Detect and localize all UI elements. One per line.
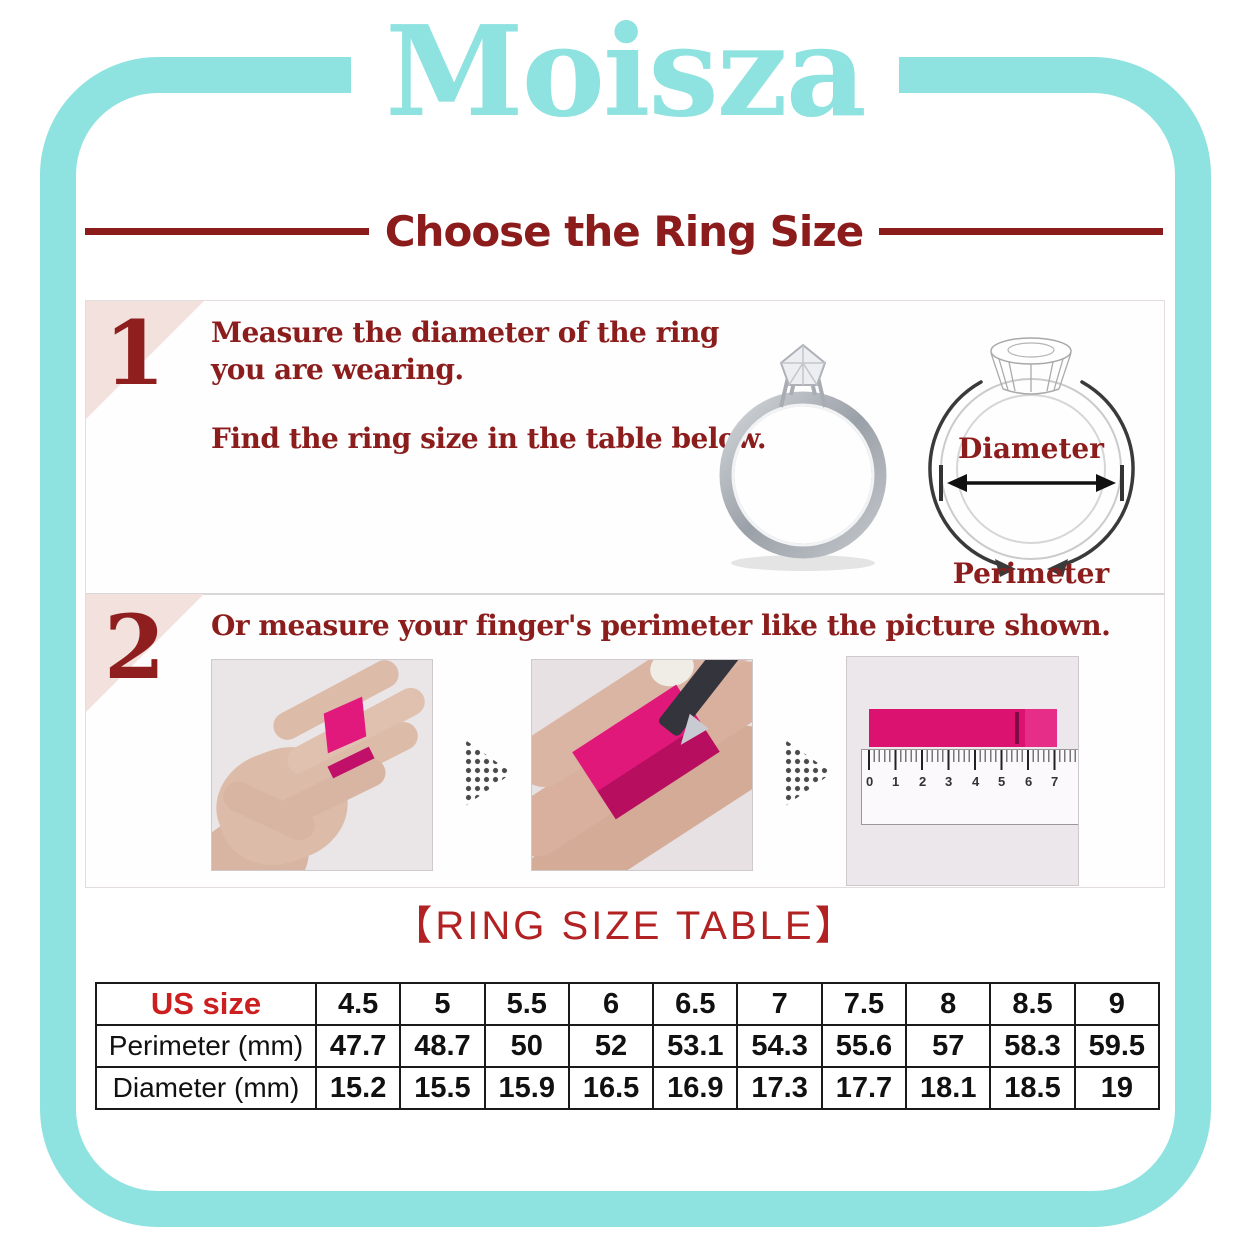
us-size-value: 6.5 [652, 982, 739, 1026]
ring-diagram-illustration: Diameter Perimeter [928, 337, 1135, 589]
perimeter-value: 57 [905, 1024, 992, 1068]
us-size-value: 7.5 [820, 982, 908, 1026]
instruction-photo-measure-ruler: 0 1 2 3 4 5 6 7 [846, 656, 1079, 886]
dotted-arrow-icon [464, 739, 512, 807]
perimeter-value: 48.7 [399, 1024, 486, 1068]
perimeter-row-label: Perimeter (mm) [95, 1024, 317, 1068]
perimeter-value: 47.7 [314, 1024, 402, 1068]
us-size-value: 8.5 [989, 982, 1076, 1026]
table-row-diameter: Diameter (mm) 15.2 15.5 15.9 16.5 16.9 1… [95, 1066, 1161, 1110]
step1-corner-accent [86, 301, 204, 419]
diameter-value: 16.5 [567, 1066, 655, 1110]
perimeter-value: 54.3 [736, 1024, 823, 1068]
perimeter-label: Perimeter [953, 557, 1111, 589]
diameter-value: 17.3 [736, 1066, 823, 1110]
diameter-value: 18.5 [989, 1066, 1076, 1110]
instruction-photo-wrap-strip [211, 659, 433, 871]
instruction-photo-mark-strip [531, 659, 753, 871]
diameter-row-label: Diameter (mm) [95, 1066, 317, 1110]
diameter-value: 19 [1073, 1066, 1161, 1110]
brand-header: Moisza [0, 3, 1250, 142]
ruler-number: 5 [998, 774, 1006, 789]
ruler: 0 1 2 3 4 5 6 7 [861, 749, 1078, 825]
us-size-value: 5 [399, 982, 486, 1026]
ring-photo-illustration [719, 343, 887, 571]
us-size-header: US size [95, 982, 317, 1026]
us-size-value: 5.5 [483, 982, 570, 1026]
step2-instruction: Or measure your finger's perimeter like … [211, 609, 1111, 642]
us-size-value: 6 [567, 982, 655, 1026]
page-title: Choose the Ring Size [384, 206, 865, 256]
ruler-number: 6 [1025, 774, 1033, 789]
diameter-value: 16.9 [652, 1066, 739, 1110]
ruler-number: 7 [1051, 774, 1059, 789]
table-row-us-size: US size 4.5 5 5.5 6 6.5 7 7.5 8 8.5 9 [95, 982, 1161, 1026]
step1-number: 1 [104, 301, 166, 405]
step1-instruction-2: Find the ring size in the table below. [211, 421, 767, 455]
instructions-card: 1 Measure the diameter of the ring you a… [85, 300, 1165, 888]
pen-mark [1015, 712, 1019, 744]
brand-title: Moisza [351, 3, 899, 142]
ring-size-table: US size 4.5 5 5.5 6 6.5 7 7.5 8 8.5 9 Pe… [95, 982, 1161, 1110]
ruler-number: 4 [972, 774, 980, 789]
us-size-value: 8 [905, 982, 992, 1026]
ruler-number: 1 [892, 774, 900, 789]
ruler-number: 0 [866, 774, 874, 789]
ruler-number: 2 [919, 774, 927, 789]
us-size-value: 4.5 [314, 982, 402, 1026]
step2-number: 2 [104, 595, 166, 699]
diameter-value: 17.7 [820, 1066, 908, 1110]
diameter-value: 18.1 [905, 1066, 992, 1110]
diameter-value: 15.5 [399, 1066, 486, 1110]
table-row-perimeter: Perimeter (mm) 47.7 48.7 50 52 53.1 54.3… [95, 1024, 1161, 1068]
us-size-value: 9 [1073, 982, 1161, 1026]
step-divider [86, 593, 1164, 595]
step1-instruction-1: Measure the diameter of the ring you are… [211, 316, 719, 386]
heading-rule-left [85, 227, 369, 235]
perimeter-value: 52 [567, 1024, 655, 1068]
step2-corner-accent [86, 594, 204, 712]
perimeter-value: 53.1 [652, 1024, 739, 1068]
ruler-number: 3 [945, 774, 953, 789]
diameter-label: Diameter [958, 432, 1105, 465]
paper-strip-overlap [1025, 709, 1057, 747]
perimeter-value: 58.3 [989, 1024, 1076, 1068]
perimeter-value: 55.6 [820, 1024, 908, 1068]
diameter-value: 15.2 [314, 1066, 402, 1110]
step1-instructions: Measure the diameter of the ring you are… [211, 315, 776, 458]
perimeter-value: 59.5 [1073, 1024, 1161, 1068]
us-size-value: 7 [736, 982, 823, 1026]
ring-size-table-title: 【RING SIZE TABLE】 [392, 904, 858, 948]
dotted-arrow-icon [784, 739, 832, 807]
perimeter-value: 50 [483, 1024, 570, 1068]
section-heading-row: Choose the Ring Size [85, 203, 1163, 259]
diameter-value: 15.9 [483, 1066, 570, 1110]
heading-rule-right [879, 227, 1163, 235]
